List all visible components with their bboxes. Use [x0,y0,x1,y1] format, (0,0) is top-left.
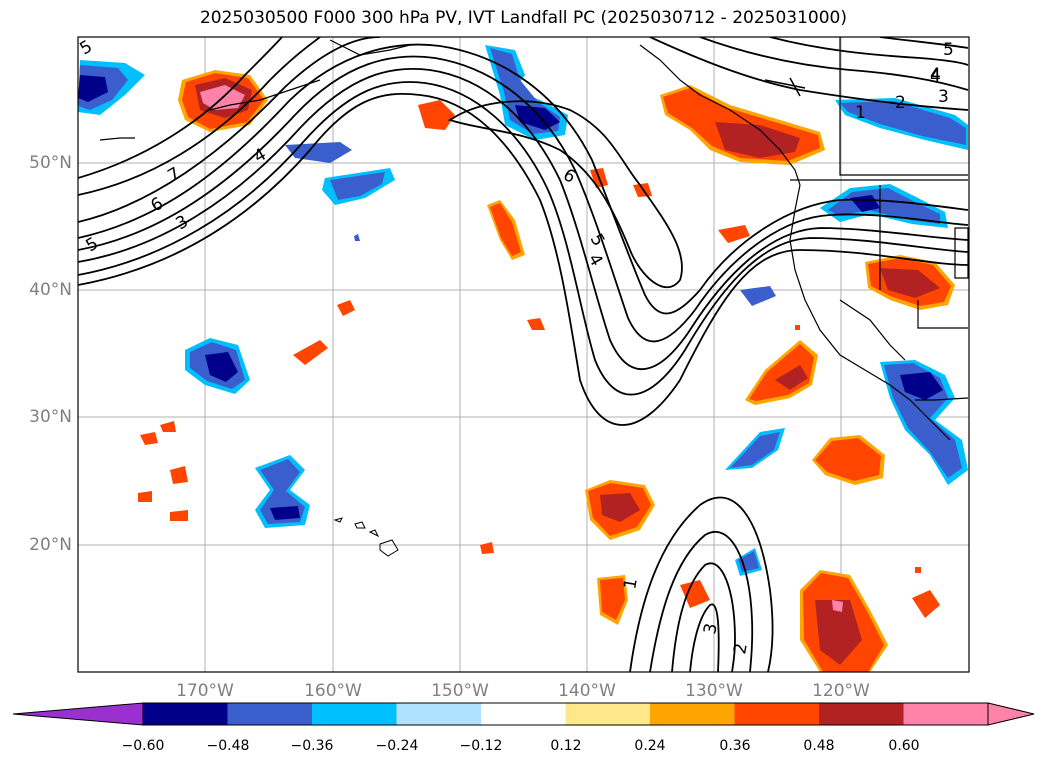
colorbar-segment [650,703,735,725]
colorbar-tick: −0.60 [121,738,165,754]
colorbar-segment [312,703,397,725]
contour-label: 1 [620,577,642,591]
hawaii-islands [333,517,399,557]
colorbar-tick: −0.36 [290,738,334,754]
contour-label: 5 [943,40,954,60]
colorbar-tick: 0.12 [550,738,582,754]
lon-label: 140°W [558,681,616,701]
colorbar-segment [565,703,651,725]
contour-label: 3 [700,622,722,636]
colorbar-segment [227,703,313,725]
colorbar-segment [481,703,566,725]
lat-label: 20°N [29,535,72,555]
contour-label: 2 [895,93,906,113]
pv-negative-anomalies [78,45,968,576]
colorbar-tick: 0.48 [803,738,835,754]
colorbar-frame [142,702,989,726]
colorbar-tick: −0.48 [206,738,250,754]
colorbar-segment [734,703,820,725]
map-frame [77,36,970,673]
lon-label: 170°W [176,681,234,701]
colorbar-tick: −0.24 [375,738,419,754]
colorbar-tick: 0.24 [634,738,666,754]
lon-label: 160°W [304,681,362,701]
contour-label: 4 [930,67,941,87]
lon-label: 130°W [685,681,743,701]
lat-label: 50°N [29,153,72,173]
colorbar [12,702,1035,726]
contour-label: 2 [730,642,752,656]
contour-label: 4 [930,65,941,85]
colorbar-high-extend [987,702,1035,726]
contour-label: 1 [855,103,866,123]
colorbar-segment [903,703,989,725]
colorbar-tick: −0.12 [459,738,503,754]
map-title: 2025030500 F000 300 hPa PV, IVT Landfall… [199,8,847,28]
colorbar-segment [819,703,904,725]
lon-label: 150°W [431,681,489,701]
coastlines [99,37,969,441]
colorbar-low-extend [12,702,144,726]
lat-label: 40°N [29,280,72,300]
pv-positive-anomalies [138,70,955,672]
map-canvas: 5 4 3 2 1 7 6 3 5 4 6 5 4 1 3 2 4 5 [77,36,970,673]
colorbar-tick: 0.36 [719,738,751,754]
front-marks [764,77,806,97]
contour-label: 3 [938,87,949,107]
lon-label: 120°W [812,681,870,701]
colorbar-segment [143,703,228,725]
ivt-contours [78,37,969,672]
colorbar-tick: 0.60 [888,738,920,754]
colorbar-segment [396,703,482,725]
lat-label: 30°N [29,407,72,427]
